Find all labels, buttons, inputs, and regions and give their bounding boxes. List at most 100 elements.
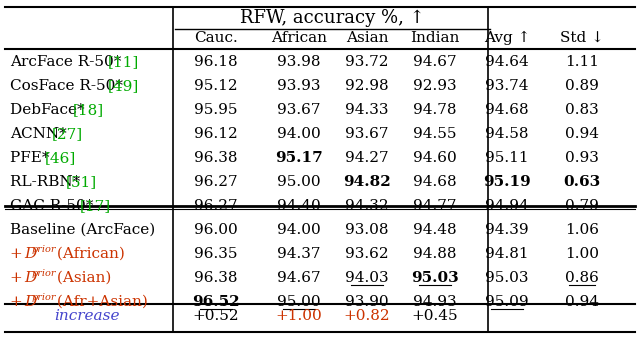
Text: 93.67: 93.67	[277, 103, 321, 117]
Text: +: +	[10, 247, 28, 261]
Text: Avg ↑: Avg ↑	[484, 31, 530, 45]
Text: 96.12: 96.12	[194, 127, 238, 141]
Text: 95.03: 95.03	[411, 271, 459, 285]
Text: 93.72: 93.72	[345, 55, 388, 69]
Text: 0.86: 0.86	[565, 271, 599, 285]
Text: 96.18: 96.18	[194, 55, 238, 69]
Text: 95.11: 95.11	[485, 151, 529, 165]
Text: 94.77: 94.77	[413, 199, 457, 213]
Text: 94.33: 94.33	[345, 103, 388, 117]
Text: Baseline (ArcFace): Baseline (ArcFace)	[10, 223, 156, 237]
Text: GAC R-50*: GAC R-50*	[10, 199, 99, 213]
Text: 95.03: 95.03	[485, 271, 529, 285]
Text: 94.93: 94.93	[413, 295, 457, 309]
Text: (Afr+Asian): (Afr+Asian)	[52, 295, 148, 309]
Text: 93.98: 93.98	[277, 55, 321, 69]
Text: [27]: [27]	[52, 127, 83, 141]
Text: 95.19: 95.19	[483, 175, 531, 189]
Text: 0.63: 0.63	[563, 175, 600, 189]
Text: 94.48: 94.48	[413, 223, 457, 237]
Text: 95.95: 95.95	[195, 103, 237, 117]
Text: 94.32: 94.32	[345, 199, 389, 213]
Text: (Asian): (Asian)	[52, 271, 112, 285]
Text: 1.00: 1.00	[565, 247, 599, 261]
Text: 0.83: 0.83	[565, 103, 599, 117]
Text: 95.00: 95.00	[277, 295, 321, 309]
Text: 94.68: 94.68	[413, 175, 457, 189]
Text: Asian: Asian	[346, 31, 388, 45]
Text: 1.11: 1.11	[565, 55, 599, 69]
Text: 92.93: 92.93	[413, 79, 457, 93]
Text: RFW, accuracy %, ↑: RFW, accuracy %, ↑	[240, 9, 425, 27]
Text: 94.58: 94.58	[485, 127, 529, 141]
Text: Cauc.: Cauc.	[194, 31, 238, 45]
Text: 93.93: 93.93	[277, 79, 321, 93]
Text: [49]: [49]	[108, 79, 140, 93]
Text: increase: increase	[54, 309, 119, 323]
Text: 94.81: 94.81	[485, 247, 529, 261]
Text: 96.38: 96.38	[195, 151, 237, 165]
Text: 92.98: 92.98	[345, 79, 389, 93]
Text: Std ↓: Std ↓	[560, 31, 604, 45]
Text: 93.74: 93.74	[485, 79, 529, 93]
Text: D: D	[24, 247, 36, 261]
Text: 93.67: 93.67	[345, 127, 388, 141]
Text: D: D	[24, 271, 36, 285]
Text: DebFace*: DebFace*	[10, 103, 90, 117]
Text: 94.67: 94.67	[413, 55, 457, 69]
Text: [17]: [17]	[80, 199, 111, 213]
Text: +1.00: +1.00	[276, 309, 323, 323]
Text: 94.37: 94.37	[277, 247, 321, 261]
Text: 96.27: 96.27	[194, 175, 238, 189]
Text: 94.60: 94.60	[413, 151, 457, 165]
Text: ACNN*: ACNN*	[10, 127, 72, 141]
Text: 0.89: 0.89	[565, 79, 599, 93]
Text: 93.08: 93.08	[345, 223, 388, 237]
Text: 1.06: 1.06	[565, 223, 599, 237]
Text: 96.27: 96.27	[194, 199, 238, 213]
Text: RL-RBN*: RL-RBN*	[10, 175, 85, 189]
Text: D: D	[24, 295, 36, 309]
Text: 94.00: 94.00	[277, 127, 321, 141]
Text: Indian: Indian	[410, 31, 460, 45]
Text: +0.52: +0.52	[193, 309, 239, 323]
Text: +0.82: +0.82	[344, 309, 390, 323]
Text: +: +	[10, 271, 28, 285]
Text: [51]: [51]	[66, 175, 97, 189]
Text: [46]: [46]	[45, 151, 76, 165]
Text: 94.67: 94.67	[277, 271, 321, 285]
Text: 94.88: 94.88	[413, 247, 457, 261]
Text: 94.55: 94.55	[413, 127, 457, 141]
Text: 94.27: 94.27	[345, 151, 389, 165]
Text: 96.35: 96.35	[195, 247, 237, 261]
Text: 95.09: 95.09	[485, 295, 529, 309]
Text: 95.12: 95.12	[194, 79, 238, 93]
Text: 94.78: 94.78	[413, 103, 457, 117]
Text: 0.93: 0.93	[565, 151, 599, 165]
Text: 93.62: 93.62	[345, 247, 389, 261]
Text: 95.17: 95.17	[275, 151, 323, 165]
Text: ArcFace R-50*: ArcFace R-50*	[10, 55, 126, 69]
Text: 94.00: 94.00	[277, 223, 321, 237]
Text: 95.00: 95.00	[277, 175, 321, 189]
Text: 94.03: 94.03	[345, 271, 389, 285]
Text: African: African	[271, 31, 327, 45]
Text: (African): (African)	[52, 247, 125, 261]
Text: prior: prior	[31, 294, 56, 303]
Text: prior: prior	[31, 245, 56, 254]
Text: CosFace R-50*: CosFace R-50*	[10, 79, 128, 93]
Text: 0.94: 0.94	[565, 295, 599, 309]
Text: +: +	[10, 295, 28, 309]
Text: 96.52: 96.52	[192, 295, 240, 309]
Text: 96.00: 96.00	[194, 223, 238, 237]
Text: [18]: [18]	[73, 103, 104, 117]
Text: 94.94: 94.94	[485, 199, 529, 213]
Text: +0.45: +0.45	[412, 309, 458, 323]
Text: 0.94: 0.94	[565, 127, 599, 141]
Text: 96.38: 96.38	[195, 271, 237, 285]
Text: 94.39: 94.39	[485, 223, 529, 237]
Text: 93.90: 93.90	[345, 295, 389, 309]
Text: 94.82: 94.82	[343, 175, 391, 189]
Text: 94.68: 94.68	[485, 103, 529, 117]
Text: 94.64: 94.64	[485, 55, 529, 69]
